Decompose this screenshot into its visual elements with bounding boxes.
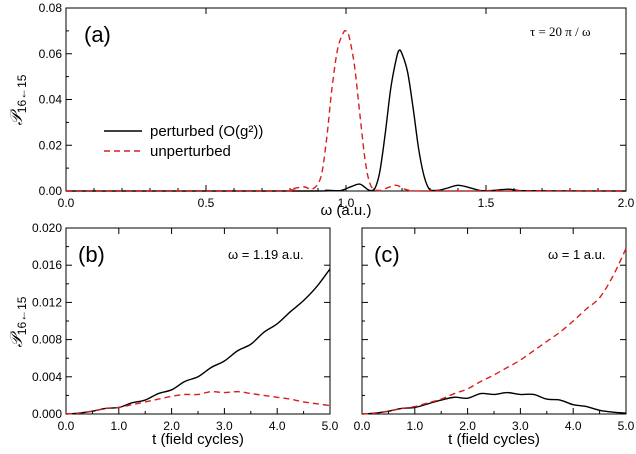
panel-b-tag: (b) <box>78 242 105 267</box>
panel-b-ytick-label: 0.000 <box>32 407 62 421</box>
panel-b-xtick-label: 5.0 <box>322 419 339 433</box>
panel-b-xtick-label: 0.0 <box>58 419 75 433</box>
panel-a-ylabel-sub: 16←15 <box>15 74 29 113</box>
panel-a-lines <box>66 29 627 192</box>
panel-b-xtick-label: 4.0 <box>269 419 286 433</box>
panel-a-series-perturbed <box>66 49 627 192</box>
panel-b-ytick-label: 0.016 <box>32 258 62 272</box>
panel-b-ytick-label: 0.004 <box>32 370 62 384</box>
panel-c-xtick-label: 3.0 <box>512 419 529 433</box>
panel-c-xtick-label: 0.0 <box>354 419 371 433</box>
panel-a-ytick-label: 0.06 <box>39 47 63 61</box>
panel-b-ytick-label: 0.012 <box>32 295 62 309</box>
panel-a-xlabel: ω (a.u.) <box>321 202 372 219</box>
panel-a-annotation: τ = 20 π / ω <box>530 24 591 39</box>
panel-b-ticks: 0.0 1.0 2.0 3.0 4.0 5.0 0.000 0.004 0.008 0.012 0.… <box>32 221 339 433</box>
panel-c: 0.0 1.0 2.0 3.0 4.0 5.0 (c) ω = 1 a.u. t (fie… <box>354 227 635 448</box>
panel-b-annotation: ω = 1.19 a.u. <box>228 247 304 262</box>
panel-b-ytick-label: 0.020 <box>32 221 62 235</box>
panel-b-ylabel: 𝒫16←15 <box>7 296 29 347</box>
panel-c-series-perturbed <box>361 391 627 415</box>
panel-a-xtick-label: 0.0 <box>58 196 75 210</box>
panel-c-xtick-label: 4.0 <box>565 419 582 433</box>
panel-b-ylabel-sub: 16←15 <box>15 296 29 335</box>
panel-a-ytick-label: 0.00 <box>39 184 63 198</box>
panel-b-series-unperturbed <box>65 390 331 415</box>
panel-a-ylabel: 𝒫16←15 <box>7 74 29 125</box>
panel-b-ytick-label: 0.008 <box>32 333 62 347</box>
panel-b-lines <box>65 268 331 415</box>
svg-text:𝒫16←15: 𝒫16←15 <box>7 296 29 347</box>
panel-a-ytick-label: 0.04 <box>39 93 63 107</box>
panel-a-ytick-label: 0.08 <box>39 1 63 15</box>
legend: perturbed (O(g²)) unperturbed <box>104 123 263 160</box>
panel-c-series-unperturbed <box>361 248 627 415</box>
panel-a-ytick-label: 0.02 <box>39 138 63 152</box>
panel-c-xtick-label: 5.0 <box>618 419 635 433</box>
panel-c-lines <box>361 248 627 415</box>
svg-text:𝒫16←15: 𝒫16←15 <box>7 74 29 125</box>
panel-c-annotation: ω = 1 a.u. <box>548 247 606 262</box>
panel-b-series-perturbed <box>65 268 331 415</box>
panel-c-ticks: 0.0 1.0 2.0 3.0 4.0 5.0 <box>354 227 635 433</box>
panel-c-xtick-label: 2.0 <box>459 419 476 433</box>
panel-a-tag: (a) <box>84 22 111 47</box>
panel-a-xtick-label: 1.5 <box>478 196 495 210</box>
panel-b-xtick-label: 2.0 <box>163 419 180 433</box>
panel-b-xtick-label: 3.0 <box>216 419 233 433</box>
panel-b-xlabel: t (field cycles) <box>152 431 244 448</box>
panel-c-xlabel: t (field cycles) <box>448 431 540 448</box>
panel-a: 0.0 0.5 1.0 1.5 2.00.000.020.040.060.08 (a) … <box>7 1 635 219</box>
panel-a-xtick-label: 0.5 <box>198 196 215 210</box>
panel-c-tag: (c) <box>374 242 400 267</box>
legend-perturbed-label: perturbed (O(g²)) <box>150 123 263 140</box>
panel-c-xtick-label: 1.0 <box>406 419 423 433</box>
panel-a-series-unperturbed <box>66 29 626 192</box>
panel-a-xtick-label: 1.0 <box>338 196 355 210</box>
panel-a-xtick-label: 2.0 <box>618 196 635 210</box>
panel-b-xtick-label: 1.0 <box>110 419 127 433</box>
legend-unperturbed-label: unperturbed <box>150 143 231 160</box>
panel-b: 0.0 1.0 2.0 3.0 4.0 5.0 0.000 0.004 0.008 0.012 0.… <box>7 221 339 448</box>
